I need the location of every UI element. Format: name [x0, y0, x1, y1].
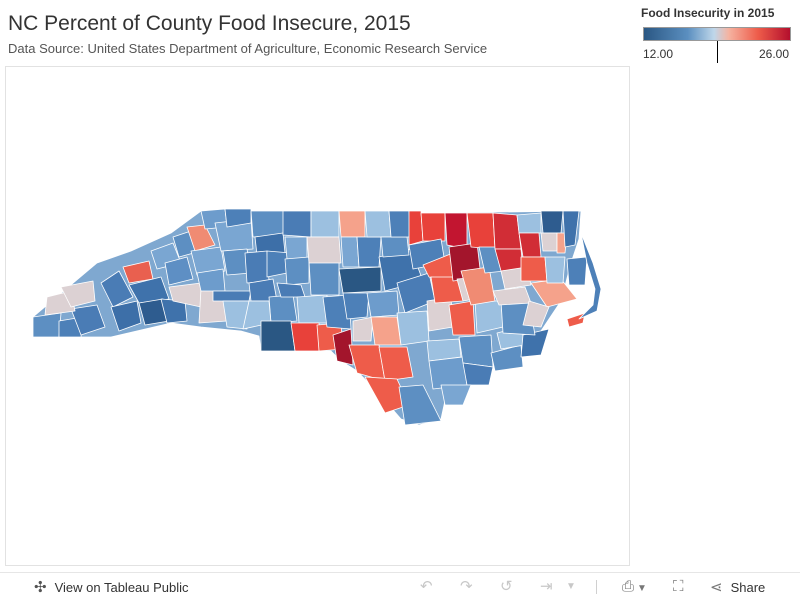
share-icon: ⋖: [710, 578, 723, 596]
county: [516, 212, 542, 234]
county: [306, 236, 342, 264]
county: [190, 246, 226, 276]
county: [268, 294, 298, 324]
county: [566, 312, 586, 328]
county: [366, 290, 400, 318]
map-panel[interactable]: [5, 66, 630, 566]
county: [284, 256, 310, 286]
county: [296, 294, 328, 324]
legend-min-label: 12.00: [643, 47, 674, 61]
county: [322, 294, 352, 330]
county: [458, 334, 494, 368]
county: [186, 224, 216, 252]
legend-max-label: 26.00: [759, 47, 790, 61]
county: [290, 322, 322, 352]
undo-icon[interactable]: ↶: [420, 578, 433, 595]
legend-title: Food Insecurity in 2015: [641, 6, 775, 20]
tableau-logo-icon: ✣: [34, 578, 47, 596]
county: [378, 346, 414, 382]
share-label: Share: [730, 580, 766, 595]
county: [340, 236, 360, 268]
redo-icon[interactable]: ↷: [460, 578, 473, 595]
county: [522, 300, 550, 328]
county: [128, 276, 170, 304]
county: [60, 280, 96, 308]
tableau-toolbar: ✣ View on Tableau Public ↶ ↷ ↺ ⇥ ▼ ⎙ ▼ ⛶ …: [0, 572, 800, 601]
county: [562, 210, 580, 248]
county: [310, 210, 340, 238]
revert-icon[interactable]: ↺: [500, 578, 513, 595]
county: [196, 268, 226, 292]
county: [540, 210, 564, 234]
county: [544, 256, 566, 284]
county: [428, 356, 468, 390]
county: [332, 328, 354, 366]
county: [566, 256, 588, 286]
county: [352, 316, 374, 342]
toolbar-divider: [596, 580, 597, 594]
county: [276, 282, 306, 298]
county: [364, 210, 392, 238]
county: [460, 266, 496, 306]
county: [520, 256, 548, 282]
legend-midpoint-marker: [717, 41, 718, 63]
county: [164, 256, 194, 286]
share-button[interactable]: ⋖ Share: [710, 578, 766, 596]
county: [520, 328, 550, 358]
county: [110, 300, 142, 332]
county: [224, 208, 252, 228]
county: [370, 316, 402, 346]
county: [308, 260, 340, 296]
legend-color-ramp: [643, 27, 791, 41]
county: [32, 312, 62, 338]
county: [396, 310, 430, 346]
page-subtitle: Data Source: United States Department of…: [8, 41, 488, 56]
county: [380, 236, 410, 258]
county: [474, 300, 504, 334]
county: [388, 210, 412, 238]
county: [70, 304, 106, 336]
county: [342, 292, 370, 320]
county: [338, 210, 366, 238]
county: [282, 210, 312, 238]
county: [492, 212, 522, 250]
county: [518, 232, 542, 258]
county: [462, 362, 494, 386]
county: [444, 212, 468, 250]
county: [448, 300, 476, 336]
county: [540, 232, 558, 252]
county: [420, 212, 446, 242]
county: [338, 266, 382, 294]
download-icon[interactable]: ⎙ ▼: [622, 578, 647, 595]
view-on-tableau-label: View on Tableau Public: [54, 580, 189, 595]
outer-banks: [578, 232, 602, 320]
county: [222, 300, 250, 330]
page-title: NC Percent of County Food Insecure, 2015: [8, 12, 411, 35]
county: [284, 236, 308, 260]
view-on-tableau-link[interactable]: ✣ View on Tableau Public: [34, 578, 189, 596]
nc-county-map[interactable]: [6, 67, 631, 567]
county: [260, 320, 296, 352]
pause-icon[interactable]: ⇥: [540, 578, 553, 595]
county: [244, 250, 270, 284]
fullscreen-icon[interactable]: ⛶: [673, 578, 684, 595]
county: [212, 290, 252, 302]
county: [466, 212, 496, 250]
county: [100, 270, 134, 308]
county: [398, 384, 442, 426]
county: [440, 384, 472, 406]
chevron-down-icon[interactable]: ▼: [566, 581, 576, 592]
county: [356, 236, 382, 268]
